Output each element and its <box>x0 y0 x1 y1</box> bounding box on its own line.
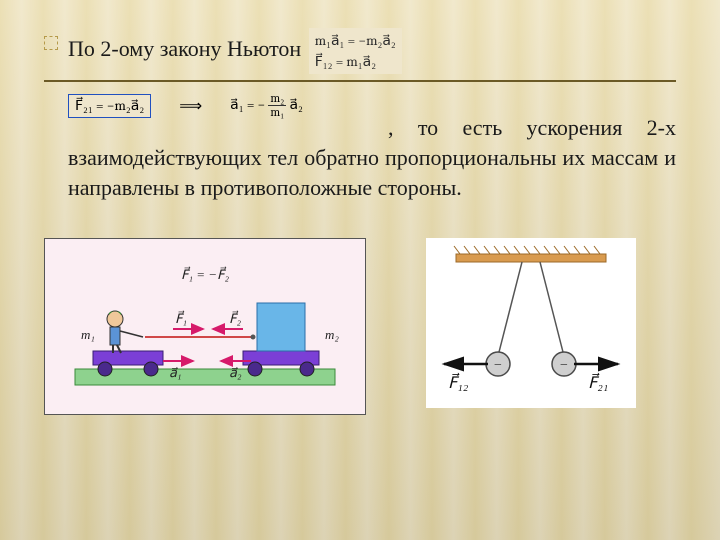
bullet-marker-2 <box>44 100 58 202</box>
wheel <box>144 362 158 376</box>
bullet-line-2: F⃗₂₁ = −m₂a⃗₂ ⟹ a⃗₁ = − m₂ m₁ a⃗₂ , то е… <box>44 92 676 202</box>
person-body <box>110 327 120 345</box>
label-top-eq: F⃗₁ = −F⃗₂ <box>181 267 230 282</box>
label-m1: m₁ <box>81 327 95 342</box>
eq3-frac: m₂ m₁ <box>268 92 286 119</box>
bullet-line-1: По 2-ому закону Ньютон m₁a⃗₁ = −m₂a⃗₂ F⃗… <box>44 28 676 74</box>
hatching <box>454 246 600 254</box>
bar <box>456 254 606 262</box>
string-left <box>498 262 522 356</box>
eq-stack-1: m₁a⃗₁ = −m₂a⃗₂ F⃗₁₂ = m₁a⃗₂ <box>309 28 402 74</box>
para-rest: , то есть ускорения 2-х взаимодействующи… <box>68 115 676 199</box>
ground <box>75 369 335 385</box>
line1-text: По 2-ому закону Ньютон m₁a⃗₁ = −m₂a⃗₂ F⃗… <box>68 28 676 74</box>
implies-arrow: ⟹ <box>179 96 202 115</box>
rope-attach <box>251 335 256 340</box>
eq1a: m₁a⃗₁ = −m₂a⃗₂ <box>315 30 396 51</box>
eq3-num: m₂ <box>268 92 286 106</box>
bullet-marker <box>44 36 58 50</box>
line1-label: По 2-ому закону Ньютон <box>68 36 301 61</box>
eq3-den: m₁ <box>268 106 286 119</box>
wheel <box>248 362 262 376</box>
eq3-lhs: a⃗₁ = − <box>230 96 265 113</box>
eq3-rhs: a⃗₂ <box>289 96 302 113</box>
label-a2: a⃗₂ <box>229 365 242 380</box>
figure-2-svg: − − F⃗₁₂ F⃗₂₁ <box>426 238 636 408</box>
wheel <box>300 362 314 376</box>
label-F1: F⃗₁ <box>175 311 187 326</box>
label-F21: F⃗₂₁ <box>588 373 608 393</box>
box <box>257 303 305 351</box>
minus-left: − <box>494 358 502 373</box>
string-right <box>540 262 564 356</box>
figures-row: m₁ m₂ F⃗₁ F⃗₂ a⃗₁ a⃗₂ F⃗₁ = −F⃗₂ <box>44 238 676 415</box>
person-arm <box>120 331 143 337</box>
figure-1-svg: m₁ m₂ F⃗₁ F⃗₂ a⃗₁ a⃗₂ F⃗₁ = −F⃗₂ <box>55 249 355 399</box>
figure-1: m₁ m₂ F⃗₁ F⃗₂ a⃗₁ a⃗₂ F⃗₁ = −F⃗₂ <box>44 238 366 415</box>
label-a1: a⃗₁ <box>169 365 182 380</box>
minus-right: − <box>560 358 568 373</box>
eq1b: F⃗₁₂ = m₁a⃗₂ <box>315 51 396 72</box>
label-m2: m₂ <box>325 327 339 342</box>
paragraph: , то есть ускорения 2-х взаимодействующи… <box>68 113 676 202</box>
eq3: a⃗₁ = − m₂ m₁ a⃗₂ <box>230 92 303 119</box>
label-F12: F⃗₁₂ <box>448 373 469 393</box>
figure-2: − − F⃗₁₂ F⃗₂₁ <box>426 238 636 408</box>
divider <box>44 80 676 82</box>
wheel <box>98 362 112 376</box>
label-F2: F⃗₂ <box>229 311 241 326</box>
slide: По 2-ому закону Ньютон m₁a⃗₁ = −m₂a⃗₂ F⃗… <box>0 0 720 415</box>
eq2-boxed: F⃗₂₁ = −m₂a⃗₂ <box>68 94 151 118</box>
